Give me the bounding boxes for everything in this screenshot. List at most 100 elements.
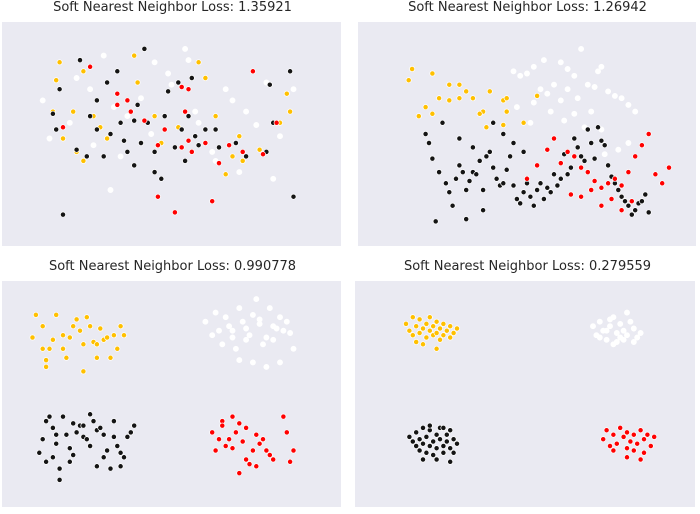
black-point bbox=[429, 155, 436, 162]
red-point bbox=[243, 424, 250, 431]
red-point bbox=[216, 436, 222, 443]
black-point bbox=[420, 456, 426, 463]
red-point bbox=[154, 142, 161, 149]
white-point bbox=[229, 97, 236, 104]
black-point bbox=[443, 431, 450, 438]
red-point bbox=[185, 86, 192, 93]
white-point bbox=[598, 63, 605, 70]
red-point bbox=[617, 424, 624, 431]
orange-point bbox=[430, 323, 437, 330]
orange-point bbox=[63, 354, 70, 361]
white-point bbox=[591, 84, 598, 90]
orange-point bbox=[433, 318, 440, 325]
white-point bbox=[87, 86, 94, 93]
black-point bbox=[409, 438, 416, 445]
white-point bbox=[253, 296, 260, 303]
white-point bbox=[148, 131, 155, 137]
red-point bbox=[114, 101, 121, 108]
red-point bbox=[280, 413, 287, 420]
orange-point bbox=[80, 341, 87, 348]
red-point bbox=[618, 207, 625, 214]
orange-point bbox=[483, 124, 490, 131]
black-point bbox=[433, 456, 440, 463]
black-point bbox=[426, 443, 433, 449]
red-point bbox=[154, 193, 161, 200]
black-point bbox=[554, 182, 561, 189]
black-point bbox=[443, 438, 450, 445]
white-point bbox=[277, 133, 283, 140]
black-point bbox=[493, 175, 500, 182]
black-point bbox=[243, 153, 250, 160]
red-point bbox=[239, 438, 246, 445]
black-point bbox=[83, 153, 90, 160]
white-point bbox=[270, 175, 277, 182]
red-point bbox=[243, 456, 250, 463]
black-point bbox=[442, 180, 449, 187]
black-point bbox=[540, 196, 547, 202]
black-point bbox=[551, 171, 557, 178]
white-point bbox=[277, 314, 283, 321]
red-point bbox=[628, 198, 635, 205]
black-point bbox=[87, 411, 94, 418]
orange-point bbox=[469, 95, 476, 102]
white-point bbox=[615, 146, 622, 153]
white-point bbox=[627, 318, 634, 325]
plot-area bbox=[2, 281, 341, 507]
red-point bbox=[114, 90, 121, 97]
red-point bbox=[578, 193, 585, 200]
black-point bbox=[87, 443, 94, 449]
black-point bbox=[66, 445, 73, 452]
black-point bbox=[60, 413, 66, 420]
white-point bbox=[124, 113, 131, 120]
red-point bbox=[578, 164, 585, 171]
white-point bbox=[574, 95, 581, 102]
red-point bbox=[630, 447, 637, 454]
orange-point bbox=[429, 110, 436, 117]
black-point bbox=[530, 202, 537, 209]
orange-point bbox=[29, 334, 36, 341]
red-point bbox=[141, 117, 148, 124]
black-point bbox=[447, 427, 454, 434]
white-point bbox=[607, 323, 613, 330]
orange-point bbox=[463, 88, 470, 95]
black-point bbox=[107, 465, 114, 472]
white-point bbox=[209, 332, 216, 339]
orange-point bbox=[70, 108, 77, 115]
black-point bbox=[60, 211, 66, 218]
black-point bbox=[588, 140, 595, 146]
red-point bbox=[239, 148, 246, 155]
black-point bbox=[131, 422, 138, 429]
black-point bbox=[121, 137, 127, 144]
white-point bbox=[611, 92, 618, 99]
black-point bbox=[544, 184, 551, 191]
white-point bbox=[243, 325, 250, 332]
black-point bbox=[36, 449, 43, 456]
orange-point bbox=[104, 135, 111, 142]
white-point bbox=[239, 318, 246, 325]
black-point bbox=[131, 162, 138, 169]
black-point bbox=[632, 207, 639, 214]
plot-area bbox=[2, 22, 341, 246]
black-point bbox=[266, 81, 273, 88]
scatter-plot bbox=[29, 296, 297, 483]
black-point bbox=[480, 207, 487, 214]
red-point bbox=[624, 454, 630, 461]
orange-point bbox=[83, 314, 90, 321]
orange-point bbox=[534, 92, 541, 99]
red-point bbox=[551, 135, 557, 142]
black-point bbox=[642, 191, 649, 198]
red-point bbox=[226, 436, 233, 443]
red-point bbox=[641, 449, 647, 456]
white-point bbox=[212, 309, 219, 316]
orange-point bbox=[420, 325, 426, 332]
orange-point bbox=[53, 311, 60, 318]
red-point bbox=[185, 137, 192, 144]
plot-area bbox=[358, 22, 696, 246]
black-point bbox=[433, 445, 440, 452]
white-point bbox=[46, 135, 53, 142]
red-point bbox=[127, 108, 134, 115]
orange-point bbox=[212, 113, 219, 120]
black-point bbox=[456, 135, 463, 142]
red-point bbox=[588, 187, 595, 193]
black-point bbox=[463, 216, 470, 223]
